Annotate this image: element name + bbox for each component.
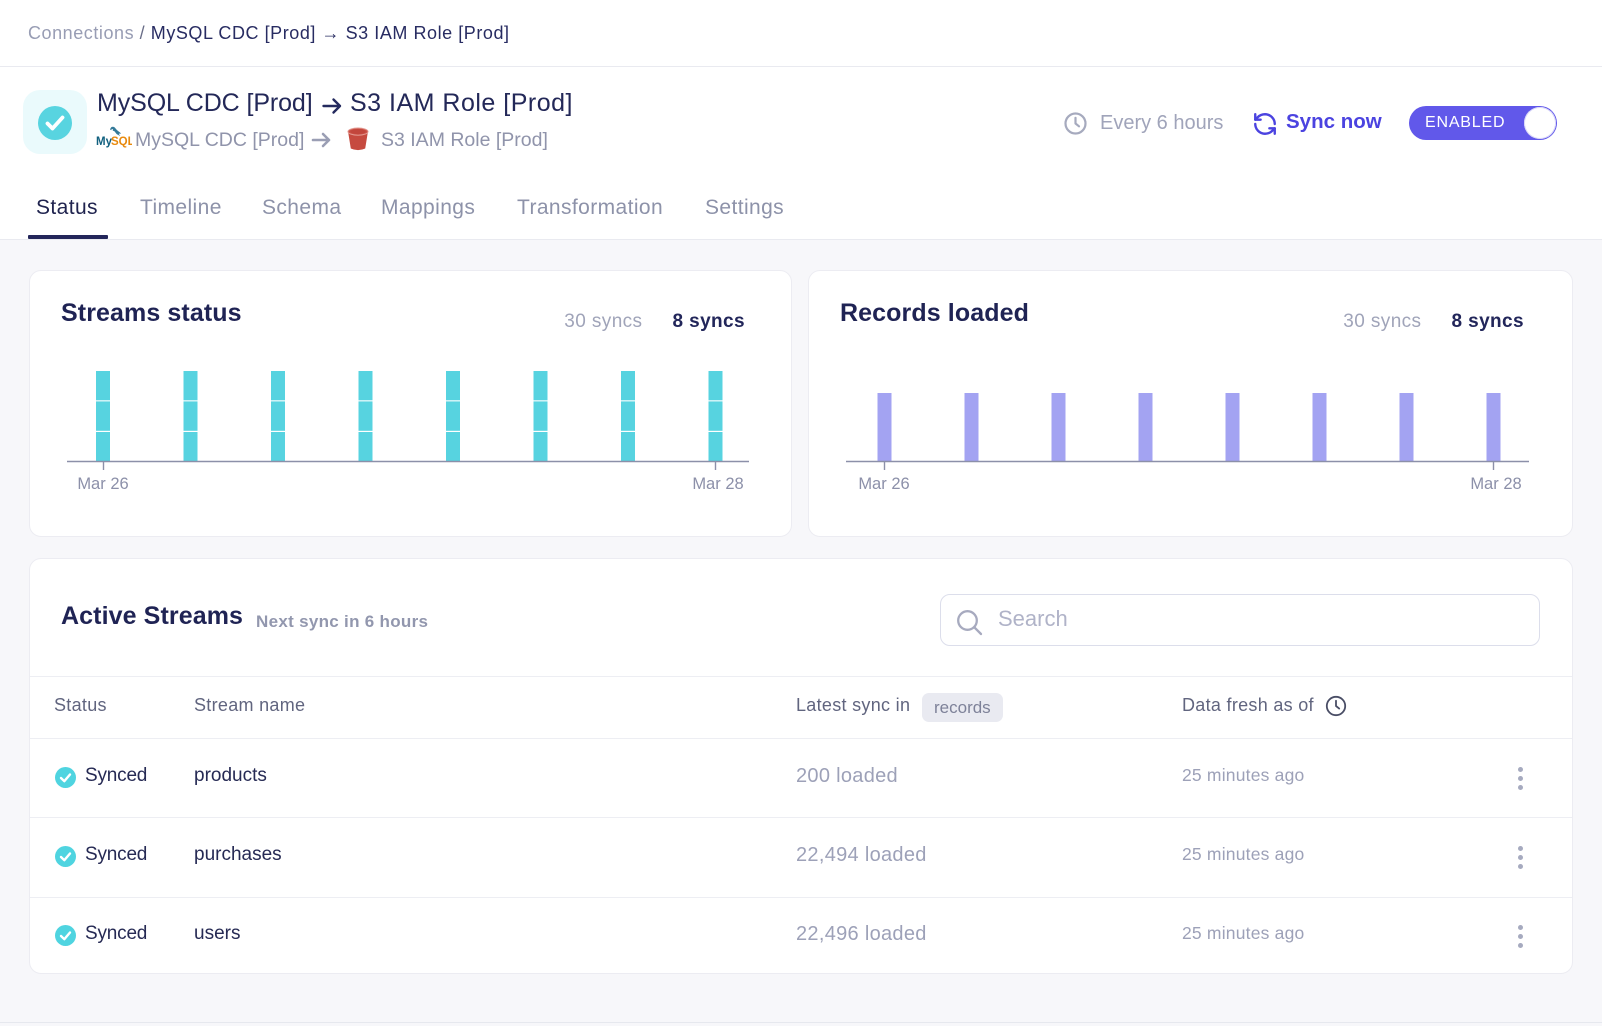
svg-text:Mar 26: Mar 26 bbox=[77, 475, 128, 493]
svg-text:Mar 26: Mar 26 bbox=[858, 475, 909, 493]
svg-text:My: My bbox=[96, 136, 113, 148]
svg-text:SQL: SQL bbox=[111, 136, 132, 148]
svg-text:Mar 28: Mar 28 bbox=[1470, 475, 1521, 493]
svg-text:Mar 28: Mar 28 bbox=[692, 475, 743, 493]
